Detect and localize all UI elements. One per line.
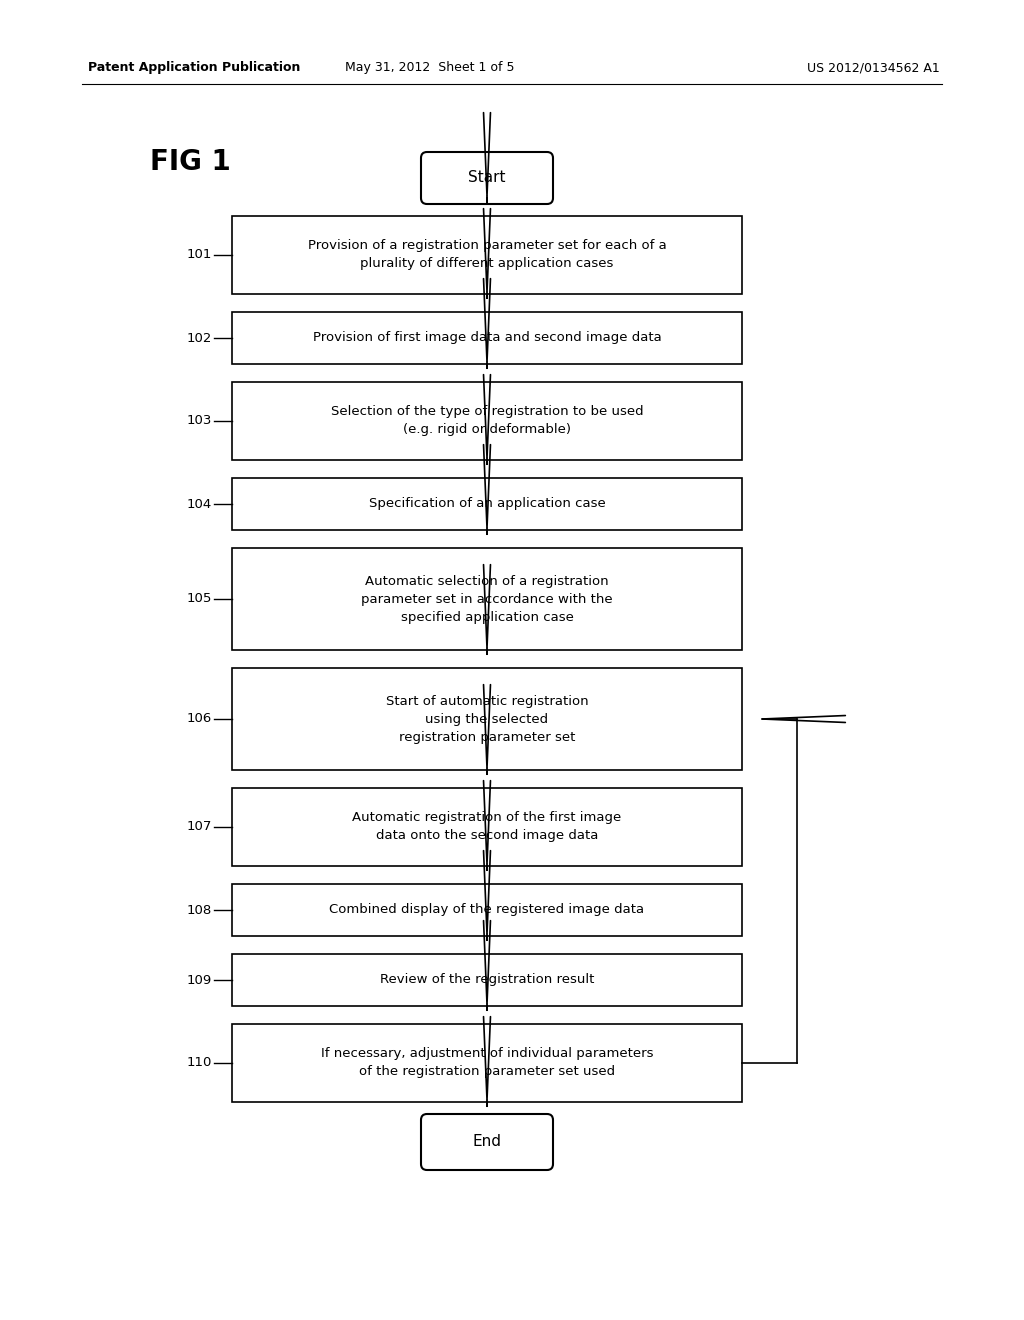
Bar	[232, 478, 742, 531]
Text: 103: 103	[186, 414, 212, 428]
Text: End: End	[472, 1134, 502, 1150]
Bar	[232, 884, 742, 936]
Text: 106: 106	[186, 713, 212, 726]
Text: 108: 108	[186, 903, 212, 916]
Text: 104: 104	[186, 498, 212, 511]
Text: 107: 107	[186, 821, 212, 833]
Text: Review of the registration result: Review of the registration result	[380, 974, 594, 986]
Bar	[232, 312, 742, 364]
Text: FIG 1: FIG 1	[150, 148, 230, 176]
Bar	[232, 788, 742, 866]
Text: Combined display of the registered image data: Combined display of the registered image…	[330, 903, 644, 916]
Text: Provision of first image data and second image data: Provision of first image data and second…	[312, 331, 662, 345]
Text: If necessary, adjustment of individual parameters
of the registration parameter : If necessary, adjustment of individual p…	[321, 1048, 653, 1078]
Bar	[232, 668, 742, 770]
Text: Selection of the type of registration to be used
(e.g. rigid or deformable): Selection of the type of registration to…	[331, 405, 643, 437]
Text: 109: 109	[186, 974, 212, 986]
Text: 101: 101	[186, 248, 212, 261]
Bar	[232, 1024, 742, 1102]
Text: Start of automatic registration
using the selected
registration parameter set: Start of automatic registration using th…	[386, 694, 589, 743]
Text: May 31, 2012  Sheet 1 of 5: May 31, 2012 Sheet 1 of 5	[345, 62, 515, 74]
Bar	[232, 548, 742, 649]
Text: US 2012/0134562 A1: US 2012/0134562 A1	[807, 62, 940, 74]
Text: Provision of a registration parameter set for each of a
plurality of different a: Provision of a registration parameter se…	[307, 239, 667, 271]
Text: 102: 102	[186, 331, 212, 345]
Text: Automatic selection of a registration
parameter set in accordance with the
speci: Automatic selection of a registration pa…	[361, 574, 612, 623]
Bar	[232, 954, 742, 1006]
Text: 105: 105	[186, 593, 212, 606]
FancyBboxPatch shape	[421, 1114, 553, 1170]
Bar	[232, 381, 742, 459]
Text: Start: Start	[468, 170, 506, 186]
Text: 110: 110	[186, 1056, 212, 1069]
Text: Patent Application Publication: Patent Application Publication	[88, 62, 300, 74]
Text: Automatic registration of the first image
data onto the second image data: Automatic registration of the first imag…	[352, 812, 622, 842]
Text: Specification of an application case: Specification of an application case	[369, 498, 605, 511]
FancyBboxPatch shape	[421, 152, 553, 205]
Bar	[232, 216, 742, 294]
